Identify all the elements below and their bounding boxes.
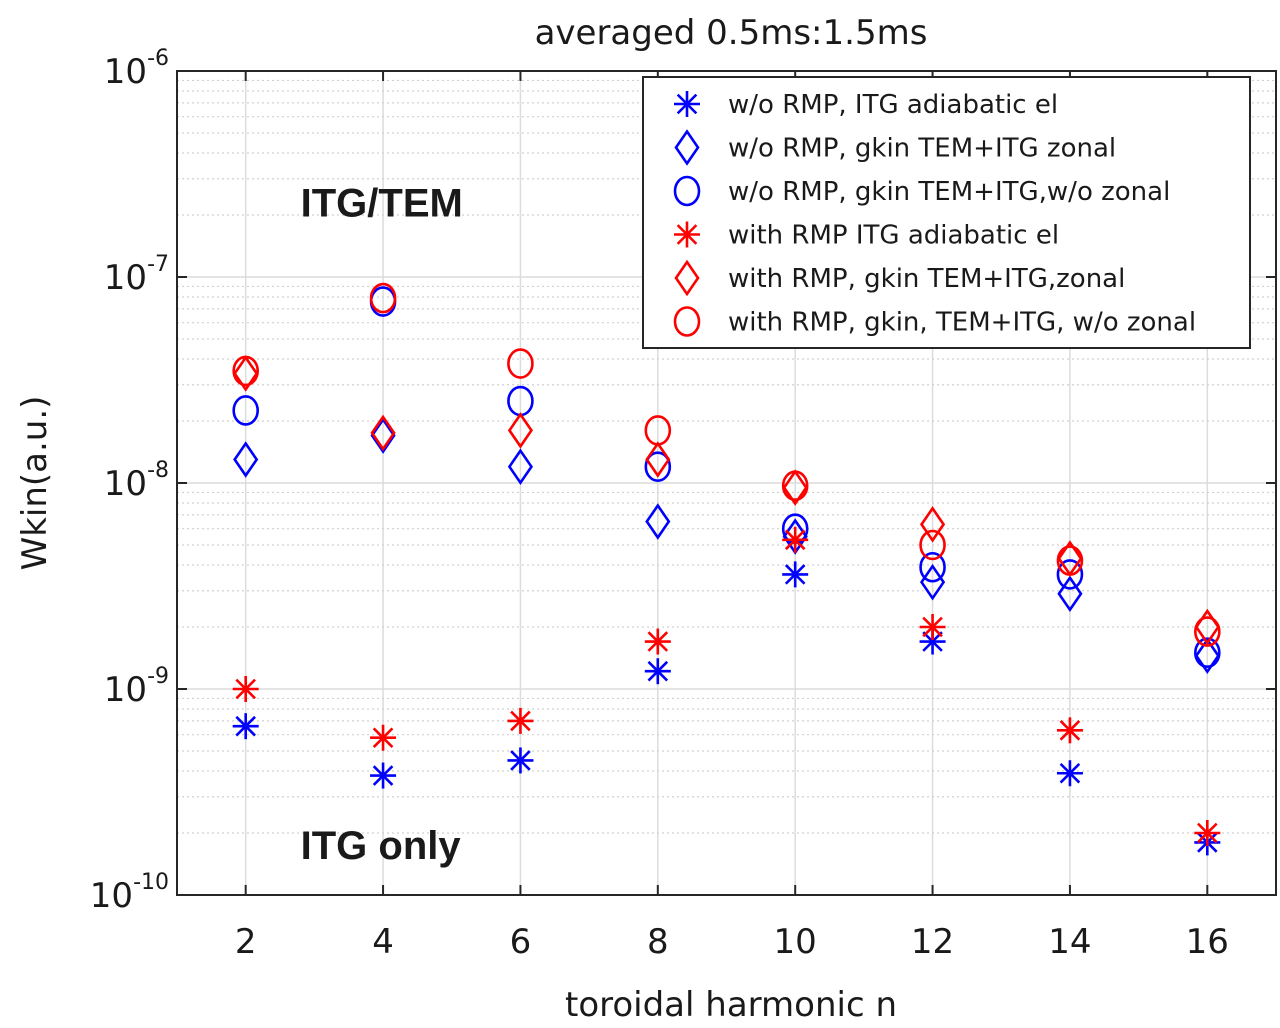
data-point-circle bbox=[232, 395, 259, 426]
y-tick-base: 10 bbox=[104, 464, 147, 504]
legend-marker-asterisk bbox=[674, 91, 700, 117]
data-point-circle bbox=[919, 529, 946, 561]
data-point-diamond bbox=[370, 414, 396, 452]
y-tick-label: 10-9 bbox=[104, 664, 169, 710]
x-tick-label: 16 bbox=[1186, 922, 1229, 962]
data-point-circle bbox=[781, 470, 809, 502]
y-tick-base: 10 bbox=[90, 876, 133, 916]
series-6 bbox=[232, 282, 1221, 647]
legend-label: w/o RMP, ITG adiabatic el bbox=[728, 90, 1058, 120]
data-point-circle bbox=[1056, 545, 1084, 576]
y-tick-exponent: -8 bbox=[147, 458, 169, 483]
data-point-circle bbox=[644, 415, 672, 446]
legend-item: with RMP, gkin TEM+ITG,zonal bbox=[674, 259, 1125, 297]
y-tick-base: 10 bbox=[104, 258, 147, 298]
data-point-asterisk bbox=[782, 561, 809, 588]
legend-item: w/o RMP, gkin TEM+ITG,w/o zonal bbox=[673, 175, 1170, 207]
y-tick-label: 10-6 bbox=[104, 46, 169, 92]
x-tick-label: 2 bbox=[235, 922, 257, 962]
data-point-diamond bbox=[1194, 637, 1220, 675]
legend-label: w/o RMP, gkin TEM+ITG,w/o zonal bbox=[728, 177, 1170, 207]
x-tick-label: 6 bbox=[510, 922, 532, 962]
data-point-circle bbox=[507, 348, 534, 379]
data-point-diamond bbox=[782, 469, 808, 506]
data-point-asterisk bbox=[782, 526, 809, 553]
y-tick-label: 10-10 bbox=[90, 870, 169, 916]
data-point-diamond bbox=[919, 506, 946, 543]
x-tick-label: 8 bbox=[647, 922, 669, 962]
annotation-label: ITG only bbox=[301, 824, 462, 868]
x-tick-label: 10 bbox=[774, 922, 817, 962]
series-5 bbox=[233, 355, 1220, 646]
legend-label: with RMP, gkin TEM+ITG,zonal bbox=[728, 264, 1125, 294]
data-point-circle bbox=[369, 282, 397, 314]
legend: w/o RMP, ITG adiabatic el w/o RMP, gkin T… bbox=[642, 76, 1251, 349]
data-point-circle bbox=[1056, 559, 1084, 590]
data-point-asterisk bbox=[232, 676, 259, 702]
data-point-asterisk bbox=[644, 628, 671, 655]
data-point-diamond bbox=[645, 503, 671, 540]
x-axis-ticks: 2 4 6 8 10 12 14 16 bbox=[235, 71, 1229, 962]
y-tick-exponent: -10 bbox=[133, 870, 169, 895]
legend-item: with RMP ITG adiabatic el bbox=[674, 221, 1059, 251]
data-point-asterisk bbox=[919, 613, 946, 640]
chart-title: averaged 0.5ms:1.5ms bbox=[535, 13, 928, 53]
data-marks bbox=[232, 282, 1221, 856]
data-point-asterisk bbox=[232, 713, 259, 740]
y-tick-base: 10 bbox=[104, 52, 147, 92]
legend-label: with RMP ITG adiabatic el bbox=[728, 221, 1059, 251]
data-point-diamond bbox=[645, 441, 671, 478]
legend-item: with RMP, gkin, TEM+ITG, w/o zonal bbox=[673, 306, 1196, 338]
data-point-asterisk bbox=[644, 658, 671, 685]
x-axis-label: toroidal harmonic n bbox=[565, 985, 897, 1025]
data-point-circle bbox=[644, 451, 672, 482]
data-point-circle bbox=[919, 551, 946, 583]
y-tick-exponent: -7 bbox=[147, 252, 169, 277]
y-tick-label: 10-7 bbox=[104, 252, 169, 298]
data-point-diamond bbox=[507, 448, 534, 485]
data-point-circle bbox=[232, 355, 259, 387]
y-tick-label: 10-8 bbox=[104, 458, 169, 504]
x-tick-label: 4 bbox=[372, 922, 394, 962]
data-point-asterisk bbox=[1056, 717, 1083, 744]
data-point-diamond bbox=[233, 355, 259, 392]
y-tick-base: 10 bbox=[104, 670, 147, 710]
legend-item: w/o RMP, gkin TEM+ITG zonal bbox=[674, 129, 1116, 166]
legend-label: with RMP, gkin, TEM+ITG, w/o zonal bbox=[728, 308, 1196, 338]
data-point-asterisk bbox=[1056, 760, 1083, 787]
data-point-asterisk bbox=[370, 762, 397, 789]
data-point-diamond bbox=[507, 412, 534, 449]
data-point-diamond bbox=[370, 417, 396, 454]
data-point-asterisk bbox=[507, 747, 534, 774]
x-tick-label: 12 bbox=[911, 922, 954, 962]
data-point-diamond bbox=[233, 441, 259, 478]
legend-item: w/o RMP, ITG adiabatic el bbox=[674, 90, 1058, 120]
data-point-diamond bbox=[1057, 575, 1083, 613]
legend-marker-diamond bbox=[674, 259, 700, 297]
legend-box bbox=[642, 76, 1251, 349]
y-axis-label: Wkin(a.u.) bbox=[15, 396, 55, 571]
y-tick-exponent: -9 bbox=[147, 664, 169, 689]
x-tick-label: 14 bbox=[1048, 922, 1091, 962]
annotation-label: ITG/TEM bbox=[301, 181, 463, 225]
data-point-asterisk bbox=[1194, 819, 1221, 846]
legend-marker-circle bbox=[673, 306, 701, 337]
legend-marker-diamond bbox=[674, 129, 700, 166]
y-tick-exponent: -6 bbox=[147, 46, 169, 71]
data-point-asterisk bbox=[507, 707, 534, 734]
data-point-asterisk bbox=[370, 724, 397, 751]
legend-marker-circle bbox=[673, 175, 701, 207]
data-point-circle bbox=[1194, 637, 1221, 669]
legend-label: w/o RMP, gkin TEM+ITG zonal bbox=[728, 134, 1116, 164]
annotations: ITG/TEM ITG only bbox=[301, 181, 463, 867]
series-4 bbox=[232, 526, 1221, 846]
data-point-circle bbox=[1194, 616, 1221, 647]
legend-marker-asterisk bbox=[674, 221, 700, 248]
